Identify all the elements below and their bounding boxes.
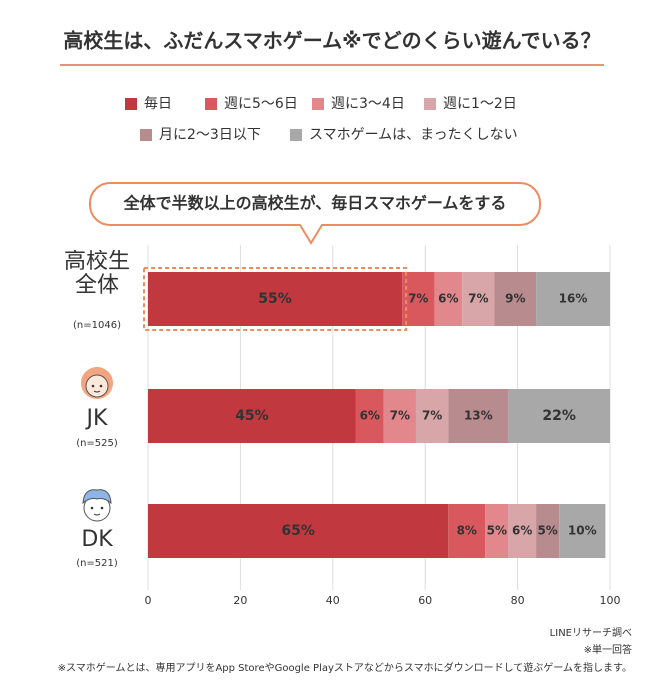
bar-segment <box>415 389 449 443</box>
bar-segment <box>536 272 610 326</box>
category-text: DK <box>81 528 113 552</box>
x-tick-label: 60 <box>418 594 432 607</box>
bar-segment <box>383 389 416 443</box>
x-tick-label: 0 <box>145 594 152 607</box>
value-label: 7% <box>468 292 488 306</box>
footnote: ※スマホゲームとは、専用アプリをApp StoreやGoogle Playストア… <box>58 661 632 674</box>
highlight-box <box>143 267 408 331</box>
legend-label: スマホゲームは、まったくしない <box>309 127 518 143</box>
category-label: DK <box>81 528 113 552</box>
value-label: 55% <box>258 291 292 307</box>
bar-segment <box>462 272 495 326</box>
value-label: 65% <box>281 523 315 539</box>
value-label: 7% <box>422 409 442 423</box>
annotation-text: 全体で半数以上の高校生が、毎日スマホゲームをする <box>123 194 507 213</box>
value-label: 5% <box>487 524 507 538</box>
bar-segment <box>355 389 384 443</box>
value-label: 9% <box>505 292 525 306</box>
bar-segment <box>148 504 449 558</box>
jk-icon <box>81 367 113 399</box>
bar-segment <box>148 389 356 443</box>
value-label: 6% <box>438 292 458 306</box>
x-tick-label: 40 <box>326 594 340 607</box>
legend-marker <box>424 98 436 110</box>
category-text: 高校生全体 <box>63 250 130 298</box>
category-label: 高校生全体 <box>63 250 130 298</box>
legend-label: 週に3～4日 <box>331 96 405 112</box>
value-label: 5% <box>537 524 557 538</box>
sample-size: (n=1046) <box>73 320 121 331</box>
source: LINEリサーチ調べ <box>550 626 632 639</box>
bar-segment <box>508 504 537 558</box>
callout-box <box>89 182 541 245</box>
bar-segment <box>448 504 486 558</box>
legend-marker <box>205 98 217 110</box>
legend-label: 週に5～6日 <box>224 96 298 112</box>
x-tick-label: 20 <box>233 594 247 607</box>
legend-marker <box>290 129 302 141</box>
value-label: 45% <box>235 408 269 424</box>
category-text: JK <box>86 407 108 431</box>
value-label: 13% <box>464 409 493 423</box>
bar-segment <box>508 389 610 443</box>
legend-marker <box>140 129 152 141</box>
legend-marker <box>312 98 324 110</box>
bar-segment <box>448 389 509 443</box>
dk-icon <box>82 489 112 522</box>
sample-size: (n=521) <box>76 558 118 569</box>
value-label: 6% <box>512 524 532 538</box>
bar-segment <box>494 272 537 326</box>
note: ※単一回答 <box>584 643 632 656</box>
legend-label: 毎日 <box>144 96 172 112</box>
chart-title: 高校生は、ふだんスマホゲーム※でどのくらい遊んでいる？ <box>63 29 600 53</box>
x-tick-label: 80 <box>511 594 525 607</box>
bar-segment <box>559 504 606 558</box>
value-label: 8% <box>457 524 477 538</box>
value-label: 22% <box>542 408 576 424</box>
x-tick-label: 100 <box>600 594 621 607</box>
bar-segment <box>434 272 463 326</box>
value-label: 7% <box>390 409 410 423</box>
legend-label: 週に1～2日 <box>443 96 517 112</box>
legend-marker <box>125 98 137 110</box>
value-label: 6% <box>360 409 380 423</box>
bar-segment <box>485 504 509 558</box>
legend-label: 月に2～3日以下 <box>159 127 261 143</box>
bar-segment <box>402 272 435 326</box>
bar-segment <box>148 272 403 326</box>
annotation-callout: 全体で半数以上の高校生が、毎日スマホゲームをする <box>89 182 541 245</box>
sample-size: (n=525) <box>76 438 118 449</box>
category-label: JK <box>86 407 108 431</box>
value-label: 10% <box>568 524 597 538</box>
bar-segment <box>536 504 560 558</box>
value-label: 16% <box>559 292 588 306</box>
value-label: 7% <box>408 292 428 306</box>
